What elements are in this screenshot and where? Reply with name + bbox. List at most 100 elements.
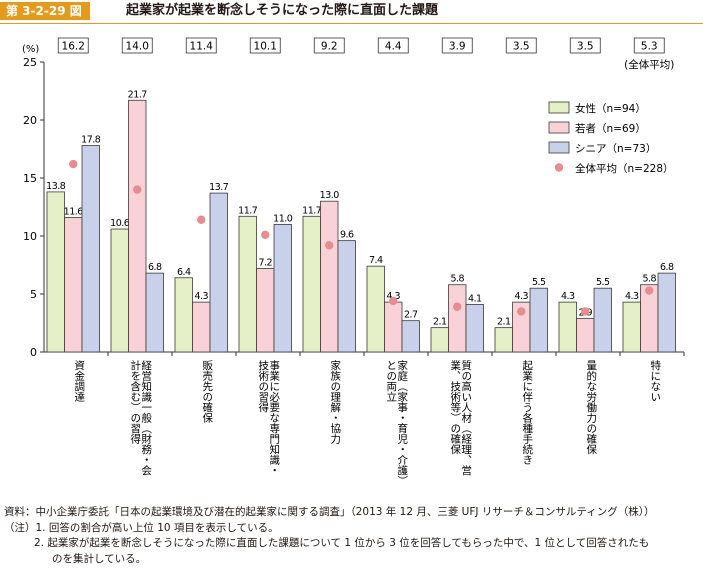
bar-female xyxy=(110,228,129,353)
average-box xyxy=(57,37,89,54)
category-label: 技術の習得 xyxy=(257,359,269,412)
category-label: 資金調達 xyxy=(73,360,85,402)
average-box-label: 5.3 xyxy=(641,41,658,53)
data-label: 11.7 xyxy=(302,205,322,216)
average-dot xyxy=(389,296,398,306)
bar-senior xyxy=(529,287,548,353)
bar-female xyxy=(238,215,257,353)
average-dot xyxy=(325,241,334,250)
average-box xyxy=(633,37,665,54)
average-box xyxy=(313,37,345,54)
figure-header: 第 3-2-29 図 起業家が起業を断念しそうになった際に直面した課題 xyxy=(0,0,703,24)
legend-swatch xyxy=(548,141,570,154)
data-label: 2.1 xyxy=(497,317,511,328)
average-box-label: 10.1 xyxy=(254,41,277,53)
legend-average-dot xyxy=(554,163,564,172)
figure-title: 起業家が起業を断念しそうになった際に直面した課題 xyxy=(126,3,439,18)
data-label: 11.0 xyxy=(273,213,293,224)
data-label: 5.8 xyxy=(642,274,656,285)
category-label: 事業に必要な専門知識・ xyxy=(268,359,280,475)
bar-young xyxy=(576,317,595,353)
average-box-label: 4.4 xyxy=(385,41,402,53)
average-box-caption: (全体平均) xyxy=(624,58,674,71)
average-box xyxy=(185,37,217,54)
y-tick-label: 20 xyxy=(23,114,37,127)
category-label: 経営知識一般（財務・会 xyxy=(140,359,152,476)
bar-young xyxy=(640,284,659,353)
data-label: 5.5 xyxy=(596,277,610,288)
data-label: 9.6 xyxy=(340,230,354,241)
average-dot xyxy=(453,302,462,311)
average-dot xyxy=(645,286,654,295)
bar-young xyxy=(320,200,339,353)
data-label: 21.7 xyxy=(128,89,148,100)
average-box xyxy=(249,37,281,54)
bar-young xyxy=(448,284,467,353)
data-label: 13.0 xyxy=(320,190,340,201)
data-label: 4.1 xyxy=(468,293,482,304)
average-dot xyxy=(197,215,206,224)
average-box xyxy=(377,37,409,54)
data-label: 17.8 xyxy=(81,135,101,146)
legend-swatch xyxy=(548,101,570,114)
average-box xyxy=(505,37,537,54)
data-label: 7.4 xyxy=(369,255,383,266)
average-dot xyxy=(517,307,526,316)
average-dot xyxy=(69,159,78,169)
source-note: 資料：中小企業庁委託「日本の起業環境及び潜在的起業家に関する調査」（2013 年… xyxy=(4,506,655,518)
category-label: 計を含む）の習得 xyxy=(129,359,141,444)
data-label: 4.3 xyxy=(561,291,575,302)
average-box-label: 3.9 xyxy=(449,41,466,53)
average-box-label: 16.2 xyxy=(62,41,85,53)
bar-female xyxy=(302,215,321,353)
bar-young xyxy=(192,301,211,353)
data-label: 4.3 xyxy=(386,291,400,302)
average-box xyxy=(441,37,473,54)
data-label: 11.7 xyxy=(238,205,258,216)
data-label: 4.3 xyxy=(625,291,639,302)
data-label: 13.7 xyxy=(209,182,229,193)
category-label: 特にない xyxy=(649,360,661,402)
average-box xyxy=(569,37,601,54)
bar-female xyxy=(174,277,193,353)
category-label: 家族の理解・協力 xyxy=(329,359,341,445)
bar-female xyxy=(622,301,641,353)
y-axis-label: (%) xyxy=(22,44,39,55)
bar-female xyxy=(366,265,385,353)
bar-female xyxy=(494,327,513,353)
average-box-label: 3.5 xyxy=(577,41,594,53)
y-tick-label: 10 xyxy=(23,230,37,243)
data-label: 4.3 xyxy=(194,291,208,302)
note-1: （注）1. 回答の割合が高い上位 10 項目を表示している。 xyxy=(4,521,279,534)
data-label: 6.8 xyxy=(660,262,674,273)
data-label: 2.1 xyxy=(433,317,447,328)
bar-senior xyxy=(593,287,612,353)
bar-senior xyxy=(465,304,484,353)
average-dot xyxy=(581,307,590,316)
bar-senior xyxy=(337,240,356,353)
bar-senior xyxy=(657,272,676,353)
average-dot xyxy=(133,185,142,194)
figure-notes: 資料：中小企業庁委託「日本の起業環境及び潜在的起業家に関する調査」（2013 年… xyxy=(4,505,700,567)
bar-young xyxy=(128,99,147,353)
average-box-label: 11.4 xyxy=(190,41,214,53)
legend-label: 若者（n=69） xyxy=(575,122,646,135)
bar-young xyxy=(64,217,83,353)
data-label: 5.8 xyxy=(450,274,464,285)
data-label: 6.4 xyxy=(177,267,191,278)
legend-swatch xyxy=(548,121,570,134)
average-box-label: 14.0 xyxy=(126,41,149,53)
bar-female xyxy=(46,191,65,353)
data-label: 5.5 xyxy=(532,277,546,288)
average-dot xyxy=(261,230,270,240)
legend-label: 全体平均（n=228） xyxy=(575,162,674,175)
data-label: 11.6 xyxy=(64,206,84,217)
bar-senior xyxy=(145,272,164,353)
data-label: 2.7 xyxy=(404,310,418,321)
bar-senior xyxy=(401,320,420,353)
legend-label: シニア（n=73） xyxy=(575,143,656,155)
category-label: 業、技術等）の確保 xyxy=(449,359,461,455)
category-label: 起業に伴う各種手続き xyxy=(521,360,533,465)
bar-senior xyxy=(273,223,292,353)
bar-young xyxy=(384,301,403,353)
